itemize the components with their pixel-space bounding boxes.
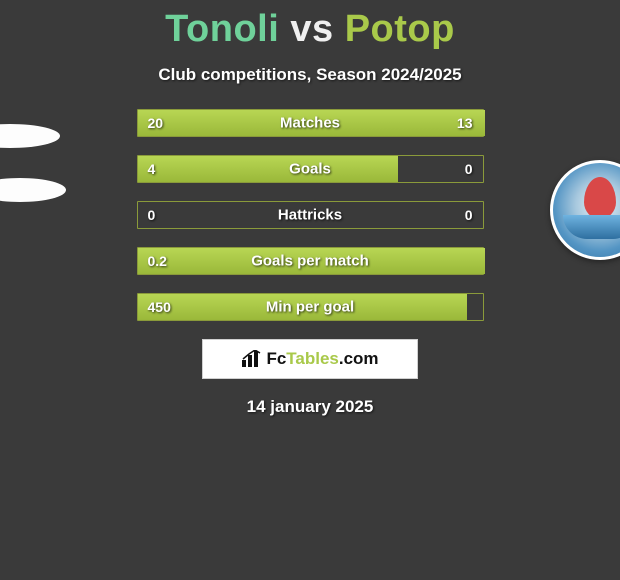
bar-left (138, 156, 398, 182)
logo-text: FcTables.com (266, 349, 378, 369)
page-title: Tonoli vs Potop (0, 0, 620, 51)
stat-value-left: 20 (148, 115, 164, 131)
stat-value-left: 0 (148, 207, 156, 223)
stat-label: Matches (280, 115, 340, 132)
fctables-logo[interactable]: FcTables.com (202, 339, 418, 379)
stat-row: Min per goal 450 (137, 293, 484, 321)
logo-prefix: Fc (266, 349, 286, 368)
stat-label: Min per goal (266, 299, 354, 316)
logo-main: Tables (286, 349, 339, 368)
stat-value-left: 0.2 (148, 253, 167, 269)
player2-name: Potop (345, 8, 455, 50)
stat-value-right: 0 (465, 161, 473, 177)
stat-value-right: 0 (465, 207, 473, 223)
bars-icon (241, 350, 263, 368)
vs-text: vs (290, 8, 333, 50)
stat-row: Matches 20 13 (137, 109, 484, 137)
subtitle: Club competitions, Season 2024/2025 (0, 65, 620, 85)
comparison-chart: Matches 20 13 Goals 4 0 Hattricks 0 0 Goals per m… (0, 109, 620, 329)
stat-label: Goals (289, 161, 331, 178)
stat-value-left: 450 (148, 299, 171, 315)
stat-row: Hattricks 0 0 (137, 201, 484, 229)
stat-label: Hattricks (278, 207, 342, 224)
stat-value-left: 4 (148, 161, 156, 177)
stat-value-right: 13 (457, 115, 473, 131)
stat-row: Goals per match 0.2 (137, 247, 484, 275)
date-label: 14 january 2025 (0, 397, 620, 417)
player1-name: Tonoli (165, 8, 279, 50)
logo-suffix: .com (339, 349, 379, 368)
stat-row: Goals 4 0 (137, 155, 484, 183)
stat-label: Goals per match (251, 253, 369, 270)
